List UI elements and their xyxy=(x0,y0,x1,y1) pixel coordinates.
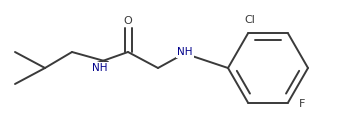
Text: NH: NH xyxy=(177,47,193,57)
Text: Cl: Cl xyxy=(245,15,256,25)
Text: F: F xyxy=(299,99,305,109)
Text: O: O xyxy=(124,16,132,26)
Text: NH: NH xyxy=(92,63,108,73)
